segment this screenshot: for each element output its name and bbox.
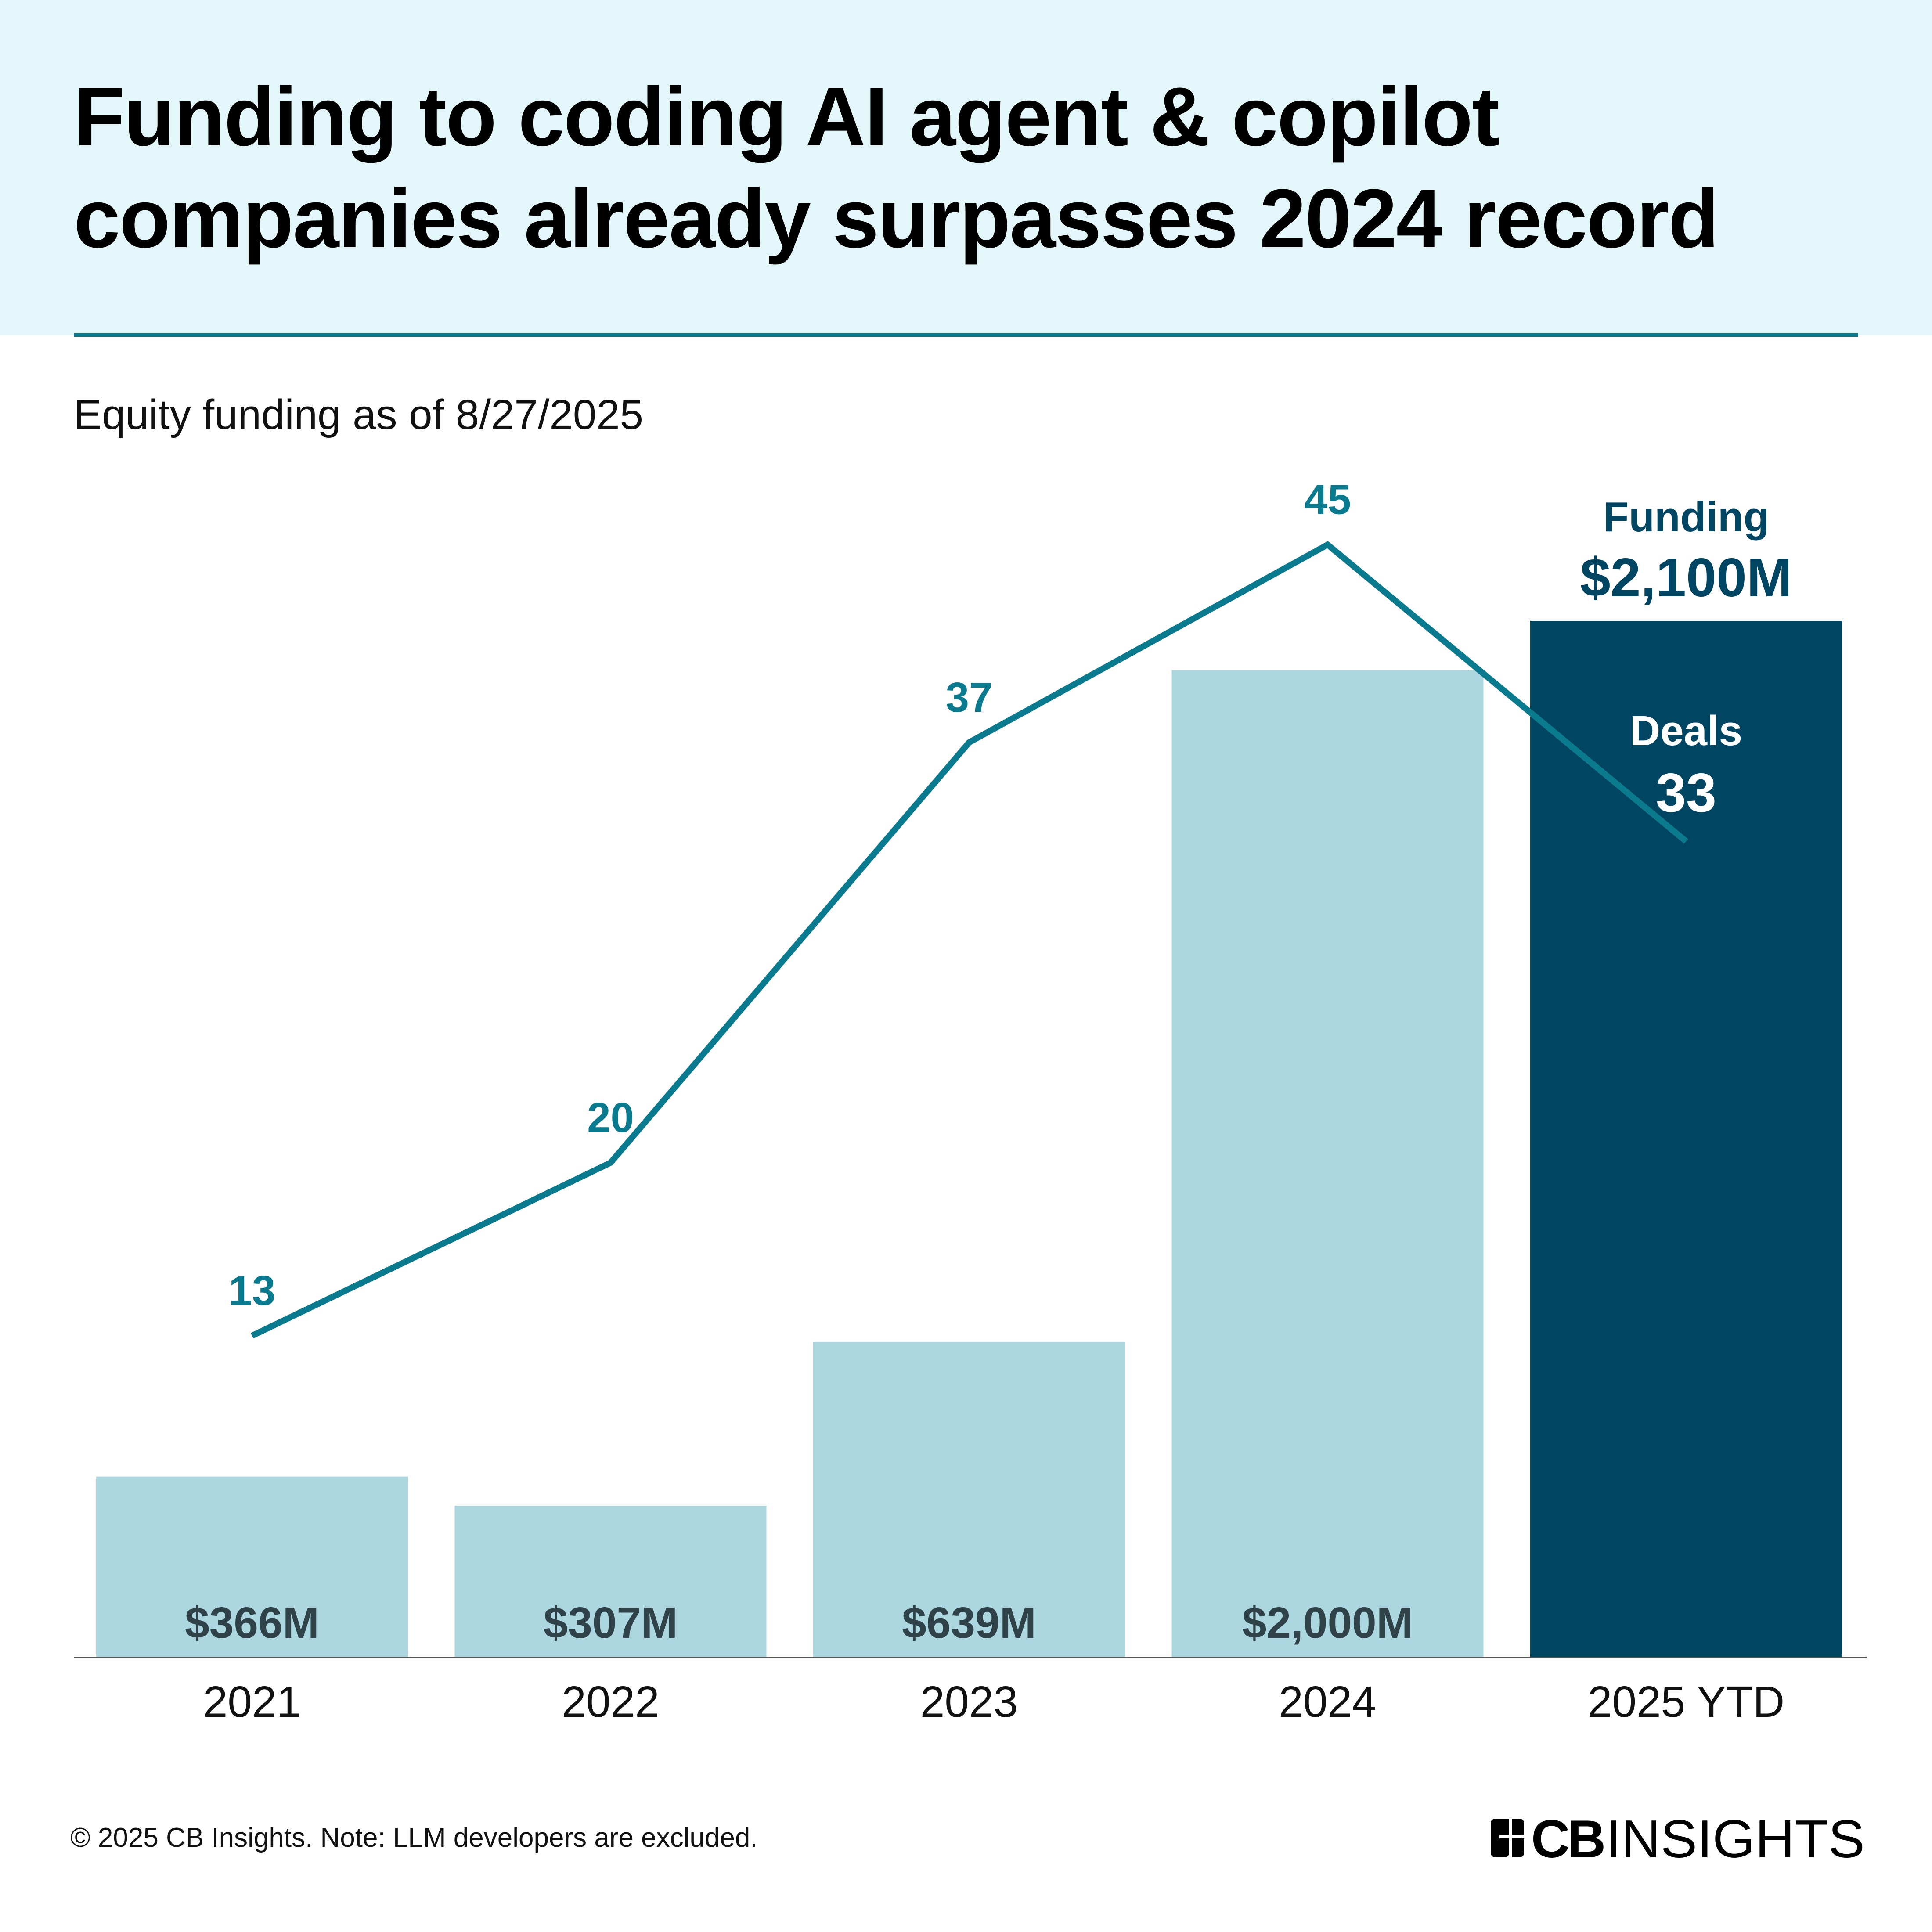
chart-title: Funding to coding AI agent & copilot com… — [74, 66, 1874, 270]
footer-note: © 2025 CB Insights. Note: LLM developers… — [70, 1823, 758, 1853]
funding-bar — [813, 1341, 1125, 1657]
deals-line — [250, 541, 1688, 1339]
deals-value-label: 20 — [587, 1094, 634, 1141]
funding-value-label: $639M — [902, 1598, 1036, 1647]
funding-bar — [1530, 621, 1842, 1657]
title-divider — [74, 333, 1858, 337]
funding-bar — [454, 1505, 767, 1657]
title-line-2: companies already surpasses 2024 record — [74, 172, 1719, 265]
deals-value-label: 37 — [946, 674, 993, 721]
deals-value-label: 13 — [229, 1267, 276, 1314]
x-tick-label: 2025 YTD — [1588, 1677, 1784, 1727]
chart-subtitle: Equity funding as of 8/27/2025 — [74, 391, 643, 438]
header-band — [0, 0, 1932, 335]
funding-value-label: $307M — [544, 1598, 678, 1647]
deals-value-label: 45 — [1304, 476, 1351, 523]
funding-value-label: $2,100M — [1580, 548, 1792, 608]
svg-text:INSIGHTS: INSIGHTS — [1606, 1813, 1865, 1862]
funding-value-label: $366M — [185, 1598, 319, 1647]
x-tick-label: 2024 — [1279, 1677, 1376, 1727]
deals-legend-label: Deals — [1630, 707, 1742, 754]
x-tick-label: 2023 — [920, 1677, 1018, 1727]
x-tick-label: 2022 — [562, 1677, 659, 1727]
funding-value-label: $2,000M — [1242, 1598, 1413, 1647]
deals-value-label: 33 — [1656, 763, 1716, 823]
funding-bar — [1171, 670, 1484, 1658]
svg-text:CB: CB — [1531, 1813, 1604, 1862]
funding-legend-label: Funding — [1603, 494, 1770, 541]
x-tick-label: 2021 — [203, 1677, 301, 1727]
funding-bar — [96, 1476, 408, 1657]
title-line-1: Funding to coding AI agent & copilot — [74, 70, 1500, 163]
cb-insights-logo: CB INSIGHTS — [1491, 1813, 1865, 1862]
